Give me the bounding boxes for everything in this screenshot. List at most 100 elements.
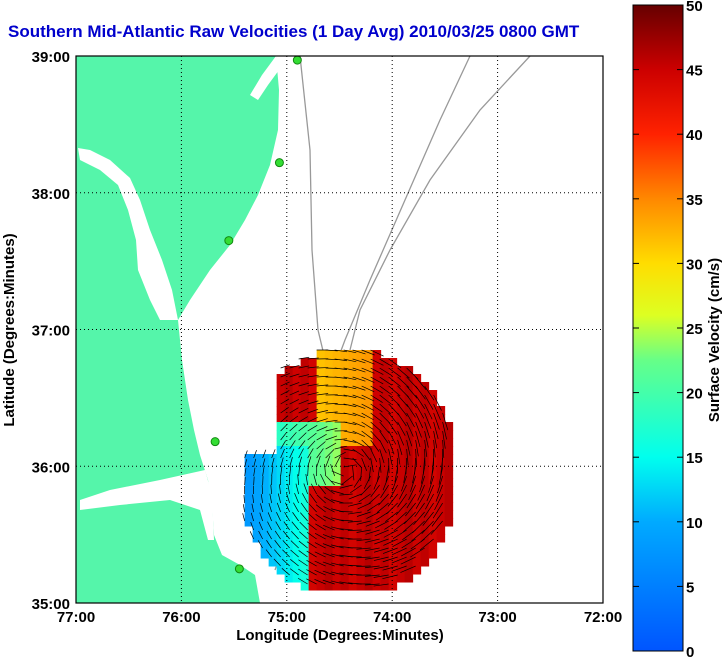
velocity-cell — [292, 534, 302, 543]
velocity-arrow — [324, 486, 335, 495]
velocity-cell — [364, 494, 374, 503]
velocity-cell — [332, 374, 342, 383]
velocity-cell — [404, 414, 414, 423]
velocity-arrow — [394, 466, 398, 483]
velocity-cell — [276, 502, 286, 511]
velocity-cell — [284, 454, 294, 463]
velocity-cell — [332, 414, 342, 423]
velocity-arrow — [399, 484, 407, 500]
velocity-cell — [316, 566, 326, 575]
velocity-cell — [356, 574, 366, 583]
velocity-cell — [276, 550, 286, 559]
velocity-arrow — [330, 562, 344, 567]
velocity-cell — [276, 558, 286, 567]
y-tick-label: 38:00 — [32, 186, 70, 203]
x-tick-label: 75:00 — [268, 609, 306, 626]
velocity-cell — [252, 486, 262, 495]
velocity-arrow — [273, 558, 281, 567]
velocity-cell — [420, 422, 430, 431]
colorbar-tick-label: 5 — [686, 579, 694, 596]
velocity-arrow — [271, 466, 274, 477]
velocity-arrow — [280, 448, 285, 459]
velocity-arrow — [339, 581, 353, 585]
velocity-arrow — [360, 484, 371, 496]
velocity-cell — [244, 454, 254, 463]
velocity-cell — [420, 390, 430, 399]
velocity-cell — [444, 430, 454, 439]
velocity-cell — [420, 494, 430, 503]
velocity-arrow — [339, 528, 353, 531]
velocity-cell — [340, 398, 350, 407]
velocity-arrow — [388, 358, 402, 368]
velocity-cell — [428, 390, 438, 399]
velocity-cell — [420, 502, 430, 511]
velocity-arrow — [442, 430, 446, 449]
velocity-cell — [396, 374, 406, 383]
velocity-arrow — [307, 432, 317, 441]
velocity-cell — [332, 510, 342, 519]
velocity-arrow — [387, 493, 398, 507]
velocity-cell — [444, 454, 454, 463]
velocity-cell — [244, 494, 254, 503]
velocity-cell — [308, 430, 318, 439]
velocity-arrow — [250, 512, 254, 522]
velocity-cell — [348, 486, 358, 495]
velocity-cell — [300, 566, 310, 575]
velocity-arrow — [415, 403, 425, 419]
velocity-arrow — [266, 530, 272, 540]
velocity-cell — [404, 574, 414, 583]
velocity-cell — [356, 494, 366, 503]
velocity-cell — [316, 534, 326, 543]
velocity-arrow — [361, 403, 375, 411]
velocity-cell — [404, 382, 414, 391]
velocity-arrow — [316, 410, 329, 414]
velocity-arrow — [421, 520, 434, 534]
velocity-cell — [356, 350, 366, 359]
velocity-cell — [388, 510, 398, 519]
velocity-arrow — [323, 515, 335, 522]
velocity-arrow — [316, 426, 328, 432]
velocity-arrow — [385, 511, 398, 522]
velocity-arrow — [291, 530, 299, 540]
velocity-cell — [444, 438, 454, 447]
velocity-cell — [292, 438, 302, 447]
colorbar-tick-label: 10 — [686, 515, 703, 532]
velocity-cell — [260, 486, 270, 495]
velocity-cell — [332, 470, 342, 479]
velocity-arrow — [365, 556, 380, 560]
velocity-cell — [364, 486, 374, 495]
velocity-arrow — [291, 521, 299, 531]
velocity-arrow — [267, 512, 272, 522]
velocity-arrow — [280, 466, 283, 477]
velocity-cell — [252, 470, 262, 479]
velocity-arrow — [370, 367, 384, 375]
velocity-cell — [356, 398, 366, 407]
velocity-cell — [404, 390, 414, 399]
velocity-cell — [324, 526, 334, 535]
velocity-cell — [316, 366, 326, 375]
velocity-arrow — [307, 383, 319, 387]
velocity-arrow — [280, 440, 286, 450]
velocity-cell — [348, 438, 358, 447]
velocity-cell — [348, 446, 358, 455]
velocity-cell — [324, 510, 334, 519]
velocity-cell — [252, 518, 262, 527]
velocity-cell — [364, 398, 374, 407]
velocity-arrow — [392, 538, 407, 548]
velocity-arrow — [401, 547, 416, 557]
velocity-arrow — [307, 425, 318, 432]
velocity-cell — [404, 454, 414, 463]
velocity-arrow — [402, 520, 416, 533]
velocity-arrow — [323, 496, 335, 504]
velocity-arrow — [343, 349, 357, 354]
velocity-arrow — [400, 565, 416, 573]
velocity-cell — [372, 582, 382, 591]
velocity-cell — [436, 494, 446, 503]
velocity-cell — [308, 550, 318, 559]
velocity-arrow — [277, 493, 281, 504]
velocity-cell — [380, 478, 390, 487]
velocity-cell — [292, 366, 302, 375]
velocity-arrow — [415, 421, 422, 438]
velocity-cell — [372, 422, 382, 431]
velocity-arrow — [415, 493, 425, 509]
